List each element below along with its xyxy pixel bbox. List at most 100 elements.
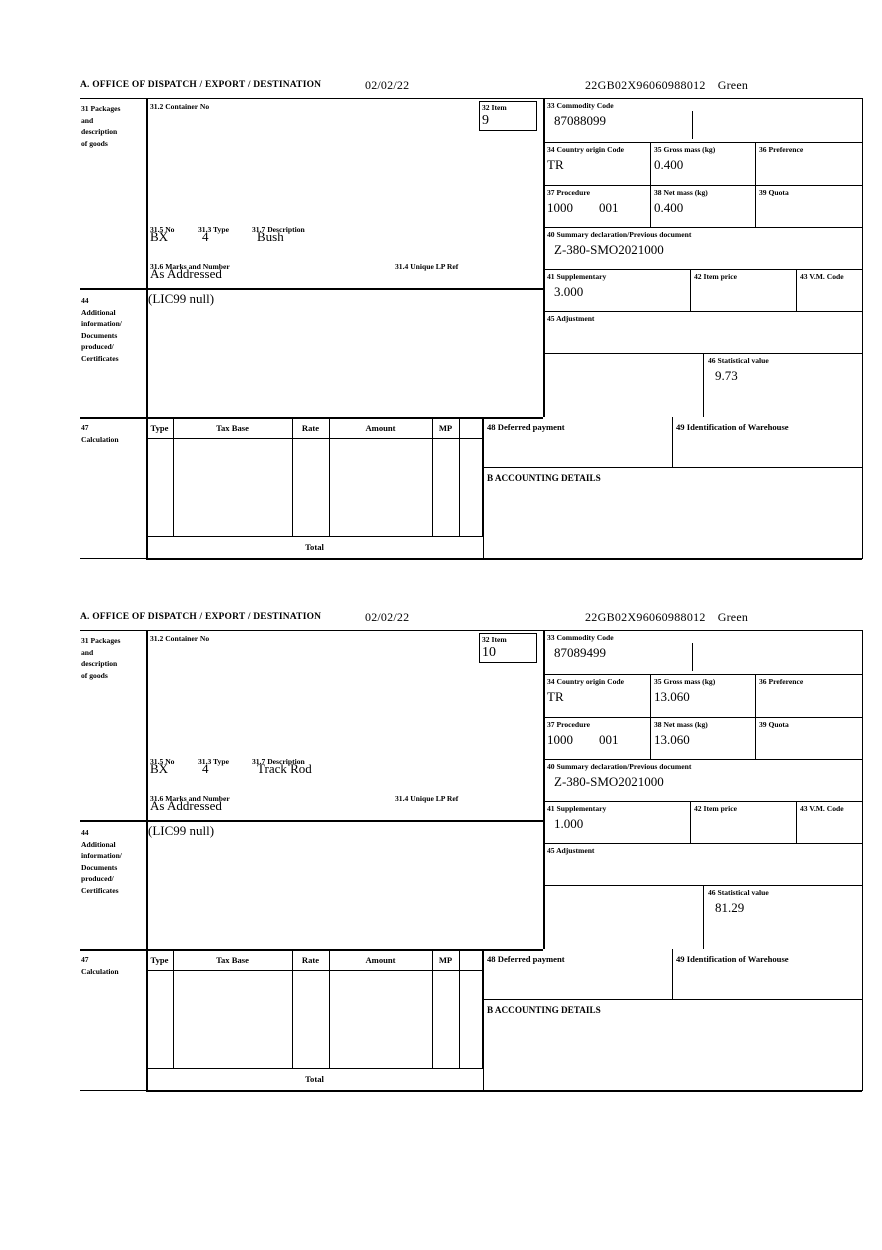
box-33-tick [692, 111, 693, 139]
mrn-value: 22GB02X96060988012 [585, 610, 706, 624]
calc-col-rate-rule [329, 417, 330, 536]
box-44-stub: 44 Additional information/ Documents pro… [81, 828, 122, 895]
box-31-3-type: 31.3 Type [198, 225, 229, 234]
box-44-value: (LIC99 null) [148, 291, 215, 306]
rule-40-41 [543, 269, 862, 270]
calc-col-header-rate: Rate [301, 423, 320, 433]
box-32-item-value: 9 [482, 113, 489, 128]
box-37-procedure: 37 Procedure 1000 001 [547, 720, 619, 747]
box-37-value2: 001 [599, 732, 619, 747]
box-31-7-description: 31.7 Description [252, 225, 305, 234]
box-31-3-type: 31.3 Type [198, 757, 229, 766]
box-44-value: (LIC99 null) [148, 823, 215, 838]
calc-col-mp-rule [459, 417, 460, 536]
right-block-left-border [543, 99, 545, 417]
declaration-form-item-9: A. OFFICE OF DISPATCH / EXPORT / DESTINA… [80, 78, 863, 560]
box-37-procedure: 37 Procedure 1000 001 [547, 188, 619, 215]
rule-41-45 [543, 843, 862, 844]
rule-37-40 [543, 759, 862, 760]
rule-34-37 [543, 185, 862, 186]
box-32-item-value: 10 [482, 645, 496, 660]
calc-col-amount-rule [432, 417, 433, 536]
box-47-stub: 47 Calculation [81, 423, 119, 444]
box-31-7-description-value: Bush [257, 229, 284, 244]
calc-col-header-tax-base: Tax Base [216, 955, 249, 965]
rule-37-40 [543, 227, 862, 228]
box-48-deferred-payment: 48 Deferred payment [487, 422, 565, 432]
calc-col-header-type: Type [150, 955, 169, 965]
rule-31-44 [80, 288, 543, 290]
rule-34-35 [650, 142, 651, 227]
box-39-quota: 39 Quota [759, 720, 789, 729]
box-41-value: 3.000 [554, 284, 584, 299]
box-31-5-no-value: BX [150, 229, 169, 244]
box-35-value: 13.060 [654, 689, 690, 704]
rule-34-35 [650, 674, 651, 759]
form-frame: 31 Packages and description of goods 44 … [80, 630, 863, 1092]
rule-48-49 [672, 949, 673, 999]
calc-col-header-tax-base: Tax Base [216, 423, 249, 433]
box-40-summary-declaration: 40 Summary declaration/Previous document… [544, 228, 862, 257]
box-31-6-marks-value: As Addressed [150, 266, 222, 281]
box-40-value: Z-380-SMO2021000 [554, 774, 664, 789]
box-48-deferred-payment: 48 Deferred payment [487, 954, 565, 964]
rule-42-43 [796, 269, 797, 311]
box-38-net-mass: 38 Net mass (kg) 13.060 [651, 718, 755, 747]
movement-reference: 22GB02X96060988012 Green [585, 78, 748, 93]
calc-total-label: Total [305, 1074, 324, 1084]
box-48-left-border [483, 417, 484, 558]
box-42-item-price: 42 Item price [694, 272, 738, 281]
calc-col-header-amount: Amount [365, 955, 396, 965]
mrn-value: 22GB02X96060988012 [585, 78, 706, 92]
stub-divider [146, 631, 148, 1090]
box-B-accounting-details: B ACCOUNTING DETAILS [487, 473, 601, 483]
box-40-summary-declaration: 40 Summary declaration/Previous document… [544, 760, 862, 789]
declaration-date: 02/02/22 [365, 78, 410, 92]
rule-33-34 [543, 674, 862, 675]
box-33-commodity-code: 33 Commodity Code 87088099 [544, 99, 862, 128]
calc-body-rule [146, 536, 483, 537]
box-36-preference: 36 Preference [759, 145, 804, 154]
calc-body-rule [146, 1068, 483, 1069]
office-of-dispatch-label: A. OFFICE OF DISPATCH / EXPORT / DESTINA… [80, 80, 322, 90]
rule-41-45 [543, 311, 862, 312]
box-46-value: 9.73 [715, 368, 738, 383]
box-31-4-lrn-label: 31.4 Unique LP Ref [395, 794, 459, 803]
box-31-6-marks-label: 31.6 Marks and Number [150, 262, 230, 271]
rule-48-49 [672, 417, 673, 467]
calc-table-right-rule [482, 417, 483, 536]
box-36-preference: 36 Preference [759, 677, 804, 686]
box-31-5-no: 31.5 No [150, 225, 175, 234]
calc-col-header-mp: MP [438, 955, 453, 965]
box-41-supplementary: 41 Supplementary 3.000 [544, 270, 690, 299]
rule-31-44 [80, 820, 543, 822]
box-34-country-origin: 34 Country origin Code TR [544, 143, 650, 172]
box-43-vm-code: 43 V.M. Code [800, 272, 844, 281]
box-40-value: Z-380-SMO2021000 [554, 242, 664, 257]
box-35-gross-mass: 35 Gross mass (kg) 13.060 [651, 675, 755, 704]
box-33-tick [692, 643, 693, 671]
calc-col-taxbase-rule [292, 417, 293, 536]
rule-40-41 [543, 801, 862, 802]
form-frame: 31 Packages and description of goods 44 … [80, 98, 863, 560]
rule-45-46-vertical [703, 885, 704, 949]
rule-34-37 [543, 717, 862, 718]
box-46-statistical-value: 46 Statistical value 81.29 [705, 886, 862, 915]
box-46-statistical-value: 46 Statistical value 9.73 [705, 354, 862, 383]
rule-44-47 [80, 417, 543, 419]
box-31-5-no-value: BX [150, 761, 169, 776]
box-31-7-description-value: Track Rod [257, 761, 312, 776]
rule-42-43 [796, 801, 797, 843]
declaration-form-item-10: A. OFFICE OF DISPATCH / EXPORT / DESTINA… [80, 610, 863, 1092]
rule-41-42 [690, 801, 691, 843]
box-32-item: 32 Item 9 [479, 101, 537, 131]
box-38-value: 0.400 [654, 200, 684, 215]
right-block-right-border [861, 99, 863, 558]
box-33-commodity-code: 33 Commodity Code 87089499 [544, 631, 862, 660]
box-31-4-lrn-label: 31.4 Unique LP Ref [395, 262, 459, 271]
box-44-stub: 44 Additional information/ Documents pro… [81, 296, 122, 363]
box-31-2-container-label: 31.2 Container No [150, 634, 210, 643]
box-39-quota: 39 Quota [759, 188, 789, 197]
rule-41-42 [690, 269, 691, 311]
